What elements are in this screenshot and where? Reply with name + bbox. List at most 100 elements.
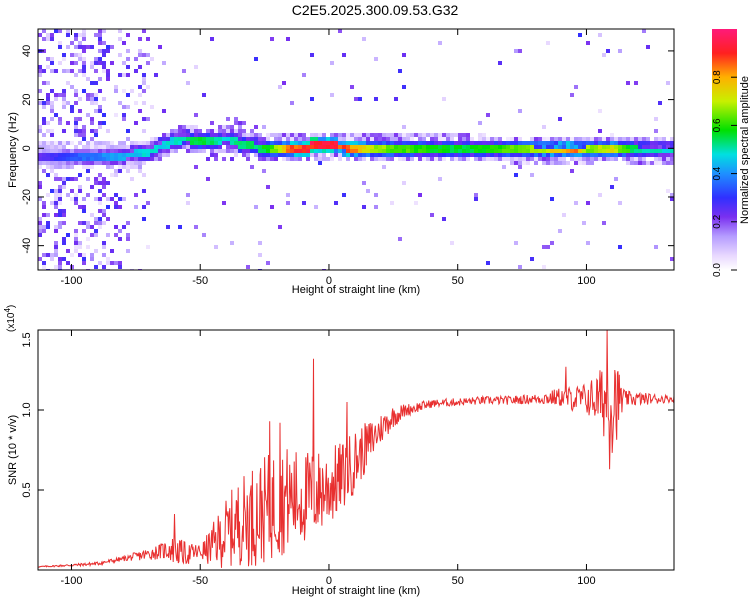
spectrogram-cell bbox=[518, 109, 522, 113]
spectrogram-cell bbox=[334, 133, 338, 137]
spectrogram-cell bbox=[466, 133, 470, 137]
spectrogram-cell bbox=[54, 225, 58, 229]
spectrogram-cell bbox=[54, 189, 58, 193]
spectrogram-cell bbox=[354, 153, 358, 157]
spectrogram-cell bbox=[82, 137, 86, 141]
spectrogram-cell bbox=[226, 125, 230, 129]
spectrogram-cell bbox=[422, 153, 426, 157]
spectrogram-cell bbox=[206, 129, 210, 133]
spectrogram-cell bbox=[98, 49, 102, 53]
spectrogram-cell bbox=[338, 141, 342, 145]
spectrogram-cell bbox=[482, 133, 486, 137]
spectrogram-cell bbox=[430, 133, 434, 137]
spectrogram-cell bbox=[294, 157, 298, 161]
spectrogram-cell bbox=[50, 133, 54, 137]
spectrogram-cell bbox=[354, 137, 358, 141]
spectrogram-cell bbox=[86, 113, 90, 117]
spectrogram-cell bbox=[470, 149, 474, 153]
spectrogram-cell bbox=[74, 37, 78, 41]
spectrogram-cell bbox=[406, 137, 410, 141]
spectrogram-cell bbox=[82, 129, 86, 133]
spectrogram-cell bbox=[402, 141, 406, 145]
spectrogram-cell bbox=[250, 137, 254, 141]
spectrogram-cell bbox=[126, 149, 130, 153]
spectrogram-cell bbox=[266, 153, 270, 157]
spectrogram-cell bbox=[498, 141, 502, 145]
spectrogram-cell bbox=[62, 57, 66, 61]
spectrogram-cell bbox=[42, 229, 46, 233]
spectrogram-cell bbox=[46, 253, 50, 257]
spectrogram-cell bbox=[534, 137, 538, 141]
spectrogram-cell bbox=[38, 145, 42, 149]
spectrogram-cell bbox=[94, 161, 98, 165]
spectrogram-cell bbox=[102, 245, 106, 249]
spectrogram-cell bbox=[86, 45, 90, 49]
spectrogram-cell bbox=[50, 145, 54, 149]
spectrogram-cell bbox=[94, 197, 98, 201]
spectrogram-cell bbox=[458, 141, 462, 145]
spectrogram-cell bbox=[58, 257, 62, 261]
spectrogram-cell bbox=[510, 161, 514, 165]
spectrogram-cell bbox=[242, 129, 246, 133]
spectrogram-cell bbox=[46, 225, 50, 229]
spectrogram-cell bbox=[270, 37, 274, 41]
spectrogram-cell bbox=[294, 149, 298, 153]
spectrogram-cell bbox=[346, 133, 350, 137]
spectrogram-cell bbox=[302, 133, 306, 137]
spectrogram-cell bbox=[486, 149, 490, 153]
spectrogram-cell bbox=[546, 245, 550, 249]
spectrogram-cell bbox=[518, 49, 522, 53]
spectrogram-cell bbox=[446, 149, 450, 153]
spectrogram-cell bbox=[378, 137, 382, 141]
spectrogram-cell bbox=[486, 261, 490, 265]
spectrogram-cell bbox=[86, 93, 90, 97]
spectrogram-cell bbox=[98, 121, 102, 125]
spectrogram-marks bbox=[38, 29, 674, 270]
spectrogram-cell bbox=[58, 265, 62, 269]
spectrogram-cell bbox=[146, 141, 150, 145]
spectrogram-cell bbox=[218, 145, 222, 149]
spectrogram-cell bbox=[406, 133, 410, 137]
spectrogram-cell bbox=[370, 149, 374, 153]
spectrogram-cell bbox=[314, 141, 318, 145]
spectrogram-cell bbox=[302, 73, 306, 77]
spectrogram-cell bbox=[650, 161, 654, 165]
spectrogram-cell bbox=[90, 145, 94, 149]
spectrogram-cell bbox=[330, 141, 334, 145]
spectrogram-cell bbox=[118, 157, 122, 161]
spectrogram-cell bbox=[542, 145, 546, 149]
spectrogram-cell bbox=[102, 265, 106, 269]
spectrogram-cell bbox=[102, 241, 106, 245]
spectrogram-cell bbox=[474, 145, 478, 149]
spectrogram-cell bbox=[78, 161, 82, 165]
spectrogram-cell bbox=[138, 37, 142, 41]
spectrogram-cell bbox=[314, 133, 318, 137]
spectrogram-cell bbox=[550, 149, 554, 153]
spectrogram-cell bbox=[58, 197, 62, 201]
spectrogram-cell bbox=[286, 133, 290, 137]
spectrogram-cell bbox=[62, 129, 66, 133]
spectrogram-cell bbox=[50, 33, 54, 37]
spectrogram-cell bbox=[78, 97, 82, 101]
spectrogram-cell bbox=[538, 157, 542, 161]
spectrogram-cell bbox=[534, 157, 538, 161]
spectrogram-cell bbox=[582, 161, 586, 165]
spectrogram-y-tick-label: 0 bbox=[21, 145, 33, 151]
spectrogram-cell bbox=[38, 165, 42, 169]
spectrogram-cell bbox=[350, 133, 354, 137]
spectrogram-cell bbox=[378, 133, 382, 137]
spectrogram-cell bbox=[186, 125, 190, 129]
spectrogram-cell bbox=[350, 149, 354, 153]
spectrogram-cell bbox=[126, 145, 130, 149]
spectrogram-cell bbox=[74, 45, 78, 49]
spectrogram-cell bbox=[310, 133, 314, 137]
spectrogram-cell bbox=[130, 141, 134, 145]
spectrogram-cell bbox=[558, 157, 562, 161]
spectrogram-cell bbox=[46, 97, 50, 101]
spectrogram-cell bbox=[406, 153, 410, 157]
spectrogram-cell bbox=[374, 133, 378, 137]
spectrogram-cell bbox=[262, 157, 266, 161]
spectrogram-cell bbox=[422, 157, 426, 161]
snr-series-line bbox=[38, 330, 674, 568]
spectrogram-cell bbox=[94, 61, 98, 65]
